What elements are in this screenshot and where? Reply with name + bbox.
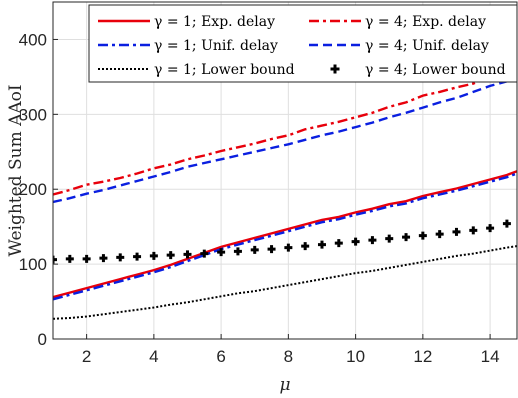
data-point: [53, 255, 57, 264]
legend-item-6: γ = 4; Lower bound: [330, 62, 506, 78]
x-axis-label: μ: [279, 375, 290, 395]
x-tick-label: 8: [284, 347, 293, 366]
series-6: [53, 219, 511, 264]
data-point: [469, 226, 478, 235]
series-line: [53, 245, 517, 320]
data-point: [99, 254, 108, 263]
legend-marker: [330, 64, 340, 74]
series-3: [53, 172, 517, 301]
series-2: [53, 66, 517, 196]
data-point: [435, 230, 444, 239]
data-point: [486, 224, 495, 233]
y-tick-label: 400: [19, 30, 47, 49]
legend-item-4: γ = 4; Unif. delay: [309, 38, 489, 54]
data-point: [418, 231, 427, 240]
legend-item-5: γ = 1; Lower bound: [98, 62, 295, 78]
series-1: [53, 170, 517, 299]
x-tick-label: 4: [149, 347, 158, 366]
data-point: [149, 251, 158, 260]
series-line: [53, 172, 517, 301]
series-4: [53, 75, 517, 204]
plot-frame: [52, 1, 518, 340]
data-point: [82, 254, 91, 263]
y-tick-label: 0: [38, 330, 47, 349]
data-point: [183, 250, 192, 259]
x-tick-label: 14: [481, 347, 500, 366]
legend-label: γ = 1; Exp. delay: [154, 14, 275, 30]
data-point: [133, 252, 142, 261]
x-tick-label: 10: [346, 347, 365, 366]
data-point: [334, 239, 343, 248]
data-point: [267, 245, 276, 254]
data-point: [301, 242, 310, 251]
data-point: [351, 237, 360, 246]
data-point: [452, 227, 461, 236]
x-tick-label: 6: [216, 347, 225, 366]
legend-item-2: γ = 4; Exp. delay: [309, 14, 486, 30]
data-point: [368, 236, 377, 245]
data-point: [284, 243, 293, 252]
data-point: [233, 247, 242, 256]
series-5: [53, 245, 517, 320]
series-group: [53, 66, 517, 320]
legend-label: γ = 4; Lower bound: [365, 62, 506, 78]
data-point: [385, 234, 394, 243]
data-point: [166, 251, 175, 260]
legend-item-3: γ = 1; Unif. delay: [98, 38, 278, 54]
data-point: [402, 233, 411, 242]
x-tick-label: 2: [82, 347, 91, 366]
series-line: [53, 170, 517, 299]
legend-box: [88, 4, 518, 83]
legend: γ = 1; Exp. delay γ = 4; Exp. delay γ = 1;…: [88, 4, 518, 83]
data-point: [250, 245, 259, 254]
x-tick-label: 12: [413, 347, 432, 366]
y-tick-label: 100: [19, 255, 47, 274]
legend-label: γ = 1; Unif. delay: [154, 38, 278, 54]
data-point: [317, 240, 326, 249]
legend-label: γ = 4; Exp. delay: [365, 14, 486, 30]
legend-label: γ = 4; Unif. delay: [365, 38, 489, 54]
legend-item-1: γ = 1; Exp. delay: [98, 14, 275, 30]
legend-label: γ = 1; Lower bound: [154, 62, 295, 78]
data-point: [65, 254, 74, 263]
y-tick-label: 200: [19, 180, 47, 199]
data-point: [200, 249, 209, 258]
y-tick-label: 300: [19, 105, 47, 124]
ticks: 2 4 6 8 10 12 14 0 100 200 300 400: [19, 30, 500, 366]
data-point: [116, 253, 125, 262]
series-line: [53, 66, 517, 196]
y-axis-label: Weighted Sum AAoI: [6, 84, 26, 256]
series-line: [53, 75, 517, 204]
data-point: [217, 248, 226, 257]
data-point: [502, 219, 511, 228]
